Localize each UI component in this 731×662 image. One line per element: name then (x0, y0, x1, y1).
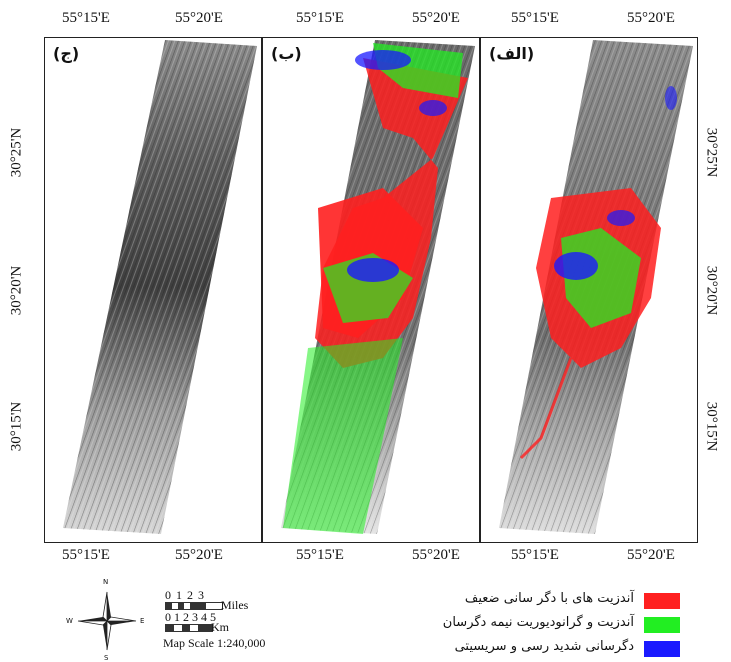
lon-label-top-2: 55°20'E (175, 10, 223, 26)
legend-swatch-green (644, 617, 680, 633)
north-arrow: N S E W (66, 578, 145, 662)
compass-rose-icon (77, 591, 137, 651)
lon-label-top-6: 55°20'E (627, 10, 675, 26)
compass-w-label: W (66, 617, 73, 625)
legend-item-weak-alteration: آندزیت های با دگر سانی ضعیف (380, 590, 680, 612)
map-scale-text: Map Scale 1:240,000 (163, 636, 266, 650)
panel-label-c: (ج) (53, 44, 80, 63)
satellite-image-grayscale (63, 40, 257, 534)
lat-label-right-bottom: 30°15'N (703, 401, 720, 452)
lat-label-left-bottom: 30°15'N (8, 401, 25, 452)
km-bar (165, 624, 213, 632)
lon-label-bottom-5: 55°15'E (511, 547, 559, 563)
lon-label-bottom-3: 55°15'E (296, 547, 344, 563)
lat-label-left-top: 30°25'N (8, 127, 25, 178)
lat-label-right-top: 30°25'N (703, 127, 720, 178)
legend-swatch-blue (644, 641, 680, 657)
scale-bar: 0 1 2 3 Miles 0 1 2 3 4 5 Km Map Scale 1… (163, 588, 283, 654)
lat-label-left-mid: 30°20'N (8, 265, 25, 316)
lon-label-top-5: 55°15'E (511, 10, 559, 26)
legend-swatch-red (644, 593, 680, 609)
map-panel-b: (ب) (262, 37, 480, 543)
legend-label-weak-alteration: آندزیت های با دگر سانی ضعیف (464, 591, 634, 606)
lon-label-top-3: 55°15'E (296, 10, 344, 26)
legend-item-strong-alteration: دگرسانی شدید رسی و سریسیتی (380, 638, 680, 660)
lon-label-bottom-6: 55°20'E (627, 547, 675, 563)
miles-bar (165, 602, 223, 610)
compass-e-label: E (140, 617, 145, 625)
miles-ticks: 0 1 2 3 (165, 588, 205, 602)
legend-label-strong-alteration: دگرسانی شدید رسی و سریسیتی (454, 639, 634, 654)
compass-s-label: S (104, 654, 109, 662)
panel-label-a: (الف) (489, 44, 535, 63)
legend-label-semi-altered: آندزیت و گرانودیوریت نیمه دگرسان (442, 615, 634, 630)
lon-label-top-4: 55°20'E (412, 10, 460, 26)
compass-n-label: N (103, 578, 109, 586)
lon-label-bottom-4: 55°20'E (412, 547, 460, 563)
map-panel-a: (الف) (480, 37, 698, 543)
lon-label-top-1: 55°15'E (62, 10, 110, 26)
classified-image-b (281, 40, 475, 534)
classified-image-a (499, 40, 693, 534)
map-panel-c: (ج) (44, 37, 262, 543)
lon-label-bottom-2: 55°20'E (175, 547, 223, 563)
miles-label: Miles (221, 598, 249, 612)
lon-label-bottom-1: 55°15'E (62, 547, 110, 563)
legend-item-semi-altered: آندزیت و گرانودیوریت نیمه دگرسان (380, 614, 680, 636)
lat-label-right-mid: 30°20'N (703, 265, 720, 316)
panel-label-b: (ب) (271, 44, 302, 63)
km-label: Km (211, 620, 229, 634)
km-ticks: 0 1 2 3 4 5 (165, 610, 216, 624)
